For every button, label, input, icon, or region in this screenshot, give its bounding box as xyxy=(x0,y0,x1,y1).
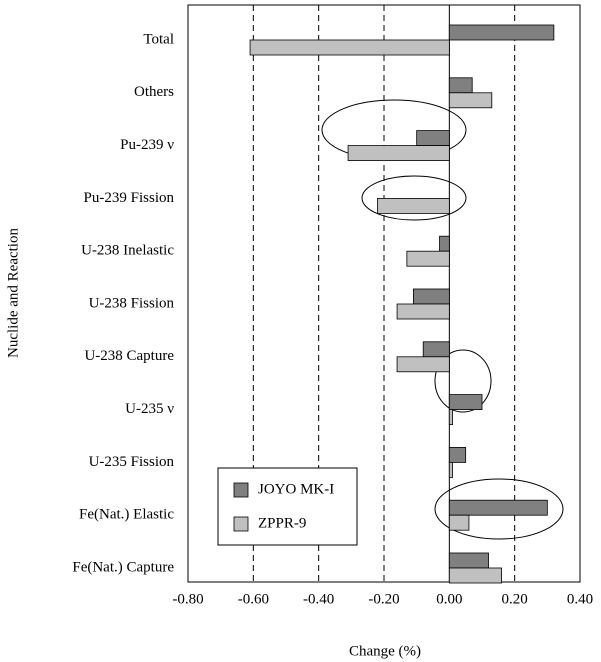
bar xyxy=(448,409,454,426)
bar xyxy=(422,341,450,358)
legend-swatch xyxy=(233,516,249,532)
bar xyxy=(448,499,548,516)
bar xyxy=(439,235,450,252)
bar xyxy=(448,92,493,109)
x-tick-label: -0.80 xyxy=(172,591,203,607)
x-axis-label: Change (%) xyxy=(349,643,421,659)
bar xyxy=(249,39,450,56)
y-tick-label: U-235 ν xyxy=(125,401,174,417)
highlight-ellipse xyxy=(434,349,492,413)
legend-label: ZPPR-9 xyxy=(258,515,306,531)
bar xyxy=(396,356,450,373)
y-tick-label: Total xyxy=(143,31,174,47)
x-tick-label: 0.20 xyxy=(502,591,528,607)
highlight-ellipse xyxy=(434,478,564,540)
y-tick-label: U-235 Fission xyxy=(89,454,175,470)
bar xyxy=(396,303,450,320)
y-tick-label: U-238 Capture xyxy=(84,348,174,364)
bar xyxy=(448,77,473,94)
x-tick-label: -0.40 xyxy=(303,591,334,607)
bar xyxy=(448,24,555,41)
legend-box xyxy=(217,467,358,546)
bar xyxy=(377,197,450,214)
legend-label: JOYO MK-I xyxy=(258,481,334,497)
y-axis-label: Nuclide and Reaction xyxy=(5,228,21,358)
y-tick-label: U-238 Fission xyxy=(89,295,175,311)
bar xyxy=(448,446,467,463)
x-tick-label: -0.60 xyxy=(238,591,269,607)
bar xyxy=(448,552,489,569)
y-tick-label: Fe(Nat.) Capture xyxy=(72,559,174,575)
bar xyxy=(347,145,450,162)
bar xyxy=(416,130,450,147)
y-tick-label: Pu-239 Fission xyxy=(84,190,175,206)
bar xyxy=(448,394,483,411)
bar xyxy=(448,567,503,584)
bar xyxy=(412,288,450,305)
x-tick-label: -0.20 xyxy=(368,591,399,607)
bar xyxy=(406,250,450,267)
x-tick-label: 0.40 xyxy=(567,591,593,607)
y-tick-label: Fe(Nat.) Elastic xyxy=(79,507,174,523)
y-tick-label: U-238 Inelastic xyxy=(81,243,174,259)
y-tick-label: Others xyxy=(134,84,174,100)
bar xyxy=(448,461,454,478)
bar xyxy=(448,514,470,531)
legend-swatch xyxy=(233,482,249,498)
x-tick-label: 0.00 xyxy=(436,591,462,607)
y-tick-label: Pu-239 ν xyxy=(120,137,174,153)
highlight-ellipse xyxy=(361,175,467,221)
